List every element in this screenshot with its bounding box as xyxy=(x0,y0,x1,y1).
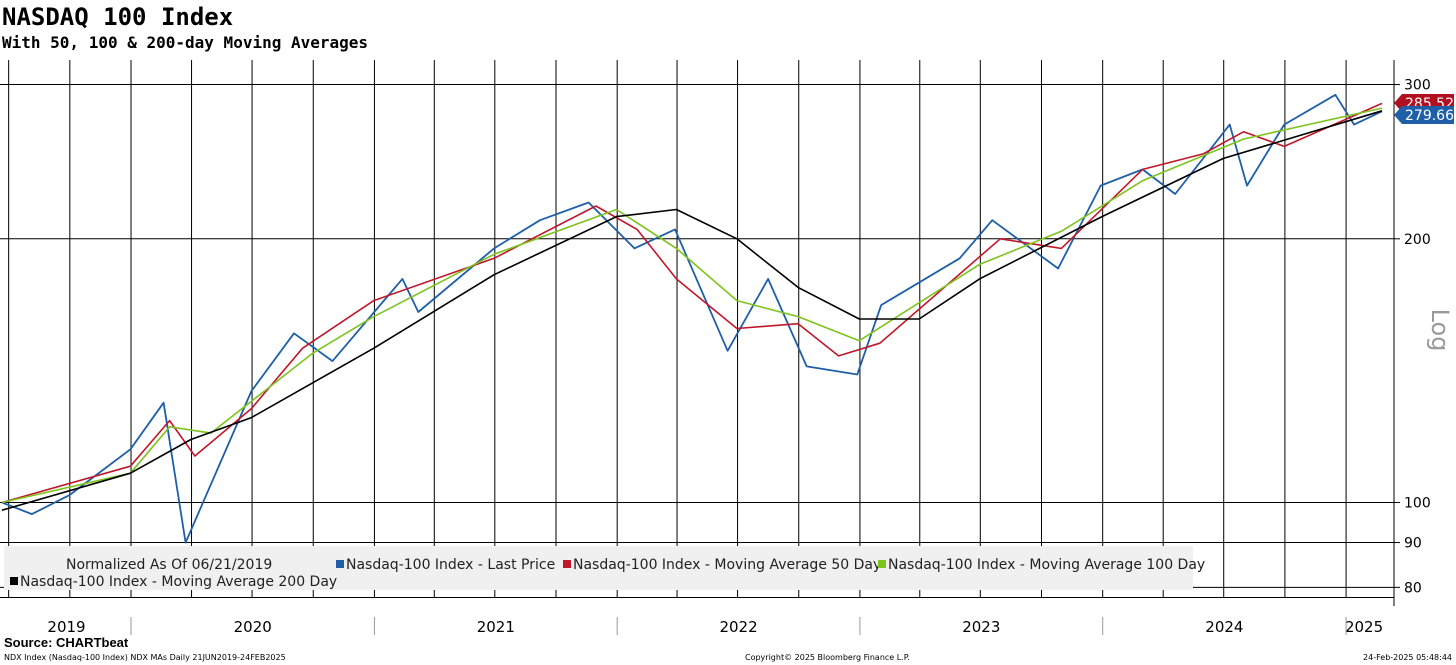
y-axis-label: Log xyxy=(1426,309,1454,352)
chart-title: NASDAQ 100 Index xyxy=(2,3,234,31)
series-line-2 xyxy=(1,107,1383,504)
last-value-label: 279.66 xyxy=(1405,108,1454,124)
y-tick-label: 90 xyxy=(1404,536,1422,552)
x-tick-label: 2025 xyxy=(1345,618,1383,635)
y-tick-label: 80 xyxy=(1404,580,1422,596)
legend-entry: Nasdaq-100 Index - Last Price xyxy=(346,557,555,573)
legend-background xyxy=(4,546,1193,590)
x-tick-label: 2020 xyxy=(234,618,272,635)
footer-timestamp: 24-Feb-2025 05:48:44 xyxy=(1363,653,1452,662)
series-line-1 xyxy=(1,102,1383,504)
x-tick-label: 2021 xyxy=(477,618,515,635)
source-note: Source: CHARTbeat xyxy=(4,635,129,650)
legend-swatch xyxy=(336,560,344,568)
x-tick-label: 2019 xyxy=(47,618,85,635)
legend-swatch xyxy=(878,560,886,568)
legend-swatch xyxy=(10,577,18,585)
x-tick-label: 2022 xyxy=(719,618,757,635)
legend-title: Normalized As Of 06/21/2019 xyxy=(66,557,272,573)
x-tick-label: 2023 xyxy=(962,618,1000,635)
grid-layer xyxy=(0,60,1394,597)
legend-entry: Nasdaq-100 Index - Moving Average 50 Day xyxy=(573,557,881,573)
y-tick-label: 100 xyxy=(1404,495,1431,511)
series-layer xyxy=(1,93,1383,544)
chart-subtitle: With 50, 100 & 200-day Moving Averages xyxy=(2,33,369,52)
footer-ticker-info: NDX Index (Nasdaq-100 Index) NDX MAs Dai… xyxy=(4,653,286,662)
legend: Normalized As Of 06/21/2019 Nasdaq-100 I… xyxy=(4,546,1205,590)
footer-copyright: Copyright© 2025 Bloomberg Finance L.P. xyxy=(745,653,910,662)
series-line-0 xyxy=(1,93,1383,544)
axis-layer: Log 80 90 100 200 300 2019 2020 2021 2022 2023 202… xyxy=(0,60,1454,635)
last-value-badge: 279.66 xyxy=(1394,106,1454,124)
x-tick-label: 2024 xyxy=(1205,618,1243,635)
legend-entry: Nasdaq-100 Index - Moving Average 100 Da… xyxy=(888,557,1205,573)
legend-entry: Nasdaq-100 Index - Moving Average 200 Da… xyxy=(20,574,337,590)
series-line-3 xyxy=(1,110,1383,511)
y-tick-label: 300 xyxy=(1404,78,1431,94)
legend-swatch xyxy=(563,560,571,568)
y-tick-label: 200 xyxy=(1404,232,1431,248)
chart-canvas: Normalized As Of 06/21/2019 Nasdaq-100 I… xyxy=(0,60,1454,635)
